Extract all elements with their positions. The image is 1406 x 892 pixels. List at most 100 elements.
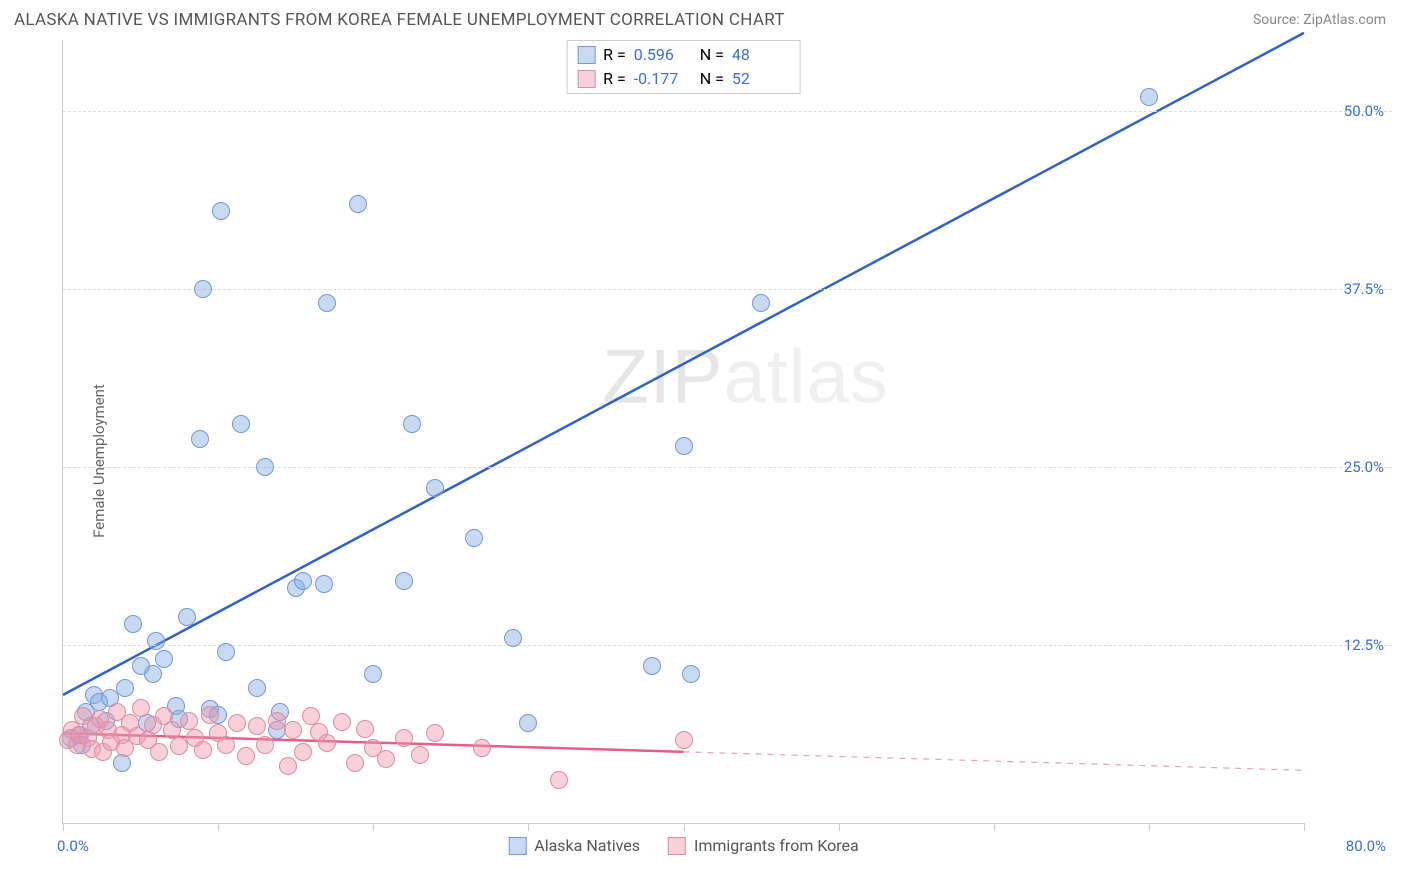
data-point-alaska <box>364 665 382 683</box>
gridline <box>63 289 1392 290</box>
stats-box: R = 0.596 N = 48 R = -0.177 N = 52 <box>566 40 801 94</box>
legend-swatch-korea <box>668 837 686 855</box>
gridline <box>63 111 1392 112</box>
data-point-alaska <box>675 437 693 455</box>
swatch-korea <box>577 70 595 88</box>
x-tick <box>1304 823 1305 831</box>
data-point-alaska <box>519 714 537 732</box>
data-point-alaska <box>147 632 165 650</box>
swatch-alaska <box>577 46 595 64</box>
data-point-korea <box>150 743 168 761</box>
data-point-korea <box>194 741 212 759</box>
x-tick <box>684 823 685 831</box>
stats-row-korea: R = -0.177 N = 52 <box>577 67 790 91</box>
data-point-korea <box>346 754 364 772</box>
y-tick-label: 25.0% <box>1344 458 1384 476</box>
x-limit-label: 80.0% <box>1346 837 1386 855</box>
x-limit-label: 0.0% <box>57 837 89 855</box>
trend-lines <box>63 40 1304 823</box>
chart-title: ALASKA NATIVE VS IMMIGRANTS FROM KOREA F… <box>14 10 785 30</box>
data-point-korea <box>201 706 219 724</box>
y-tick-label: 50.0% <box>1344 102 1384 120</box>
data-point-korea <box>356 720 374 738</box>
data-point-korea <box>279 757 297 775</box>
data-point-korea <box>294 743 312 761</box>
data-point-korea <box>228 714 246 732</box>
plot-area: ZIPatlas R =0.596N =48R =-0.177N =52 Ala… <box>62 40 1304 824</box>
x-tick <box>1149 823 1150 831</box>
data-point-alaska <box>504 629 522 647</box>
data-point-alaska <box>124 615 142 633</box>
data-point-alaska <box>217 643 235 661</box>
x-tick <box>63 823 64 831</box>
stats-row-alaska: R = 0.596 N = 48 <box>577 43 790 67</box>
data-point-alaska <box>1140 88 1158 106</box>
legend-item-korea: Immigrants from Korea <box>668 836 859 855</box>
data-point-alaska <box>465 529 483 547</box>
data-point-alaska <box>113 754 131 772</box>
data-point-alaska <box>395 572 413 590</box>
x-tick <box>373 823 374 831</box>
data-point-alaska <box>191 430 209 448</box>
data-point-korea <box>473 739 491 757</box>
data-point-korea <box>132 699 150 717</box>
chart-header: ALASKA NATIVE VS IMMIGRANTS FROM KOREA F… <box>0 0 1406 36</box>
data-point-alaska <box>212 202 230 220</box>
gridline <box>63 645 1392 646</box>
data-point-korea <box>256 736 274 754</box>
data-point-korea <box>318 734 336 752</box>
x-tick <box>528 823 529 831</box>
data-point-alaska <box>315 575 333 593</box>
n-value: 48 <box>732 43 790 67</box>
data-point-korea <box>284 721 302 739</box>
data-point-alaska <box>318 294 336 312</box>
n-label: N = <box>700 67 724 91</box>
data-point-alaska <box>116 679 134 697</box>
data-point-korea <box>248 717 266 735</box>
data-point-alaska <box>752 294 770 312</box>
data-point-alaska <box>178 608 196 626</box>
legend-label: Immigrants from Korea <box>694 836 859 855</box>
data-point-korea <box>180 712 198 730</box>
r-label: R = <box>603 43 626 67</box>
data-point-korea <box>395 729 413 747</box>
data-point-korea <box>411 746 429 764</box>
data-point-alaska <box>194 280 212 298</box>
chart-source: Source: ZipAtlas.com <box>1253 12 1386 28</box>
y-tick-label: 12.5% <box>1344 636 1384 654</box>
r-value: 0.596 <box>634 43 692 67</box>
data-point-alaska <box>643 657 661 675</box>
n-value: 52 <box>732 67 790 91</box>
data-point-alaska <box>682 665 700 683</box>
trend-line-dashed-korea <box>684 752 1305 771</box>
data-point-korea <box>217 736 235 754</box>
data-point-korea <box>550 771 568 789</box>
r-value: -0.177 <box>634 67 692 91</box>
legend-item-alaska: Alaska Natives <box>508 836 640 855</box>
n-label: N = <box>700 43 724 67</box>
data-point-alaska <box>403 415 421 433</box>
data-point-korea <box>377 750 395 768</box>
data-point-korea <box>333 713 351 731</box>
data-point-alaska <box>232 415 250 433</box>
data-point-alaska <box>256 458 274 476</box>
y-tick-label: 37.5% <box>1344 280 1384 298</box>
data-point-alaska <box>349 195 367 213</box>
legend-label: Alaska Natives <box>534 836 640 855</box>
data-point-korea <box>675 731 693 749</box>
trend-line-alaska <box>63 33 1304 695</box>
data-point-alaska <box>248 679 266 697</box>
data-point-alaska <box>294 572 312 590</box>
data-point-korea <box>237 747 255 765</box>
data-point-alaska <box>155 650 173 668</box>
r-label: R = <box>603 67 626 91</box>
watermark: ZIPatlas <box>602 333 889 420</box>
chart-container: Female Unemployment ZIPatlas R =0.596N =… <box>14 40 1392 882</box>
legend-swatch-alaska <box>508 837 526 855</box>
data-point-korea <box>426 724 444 742</box>
bottom-legend: Alaska Natives Immigrants from Korea <box>508 836 858 855</box>
x-tick <box>839 823 840 831</box>
x-tick <box>994 823 995 831</box>
data-point-alaska <box>426 479 444 497</box>
x-tick <box>218 823 219 831</box>
